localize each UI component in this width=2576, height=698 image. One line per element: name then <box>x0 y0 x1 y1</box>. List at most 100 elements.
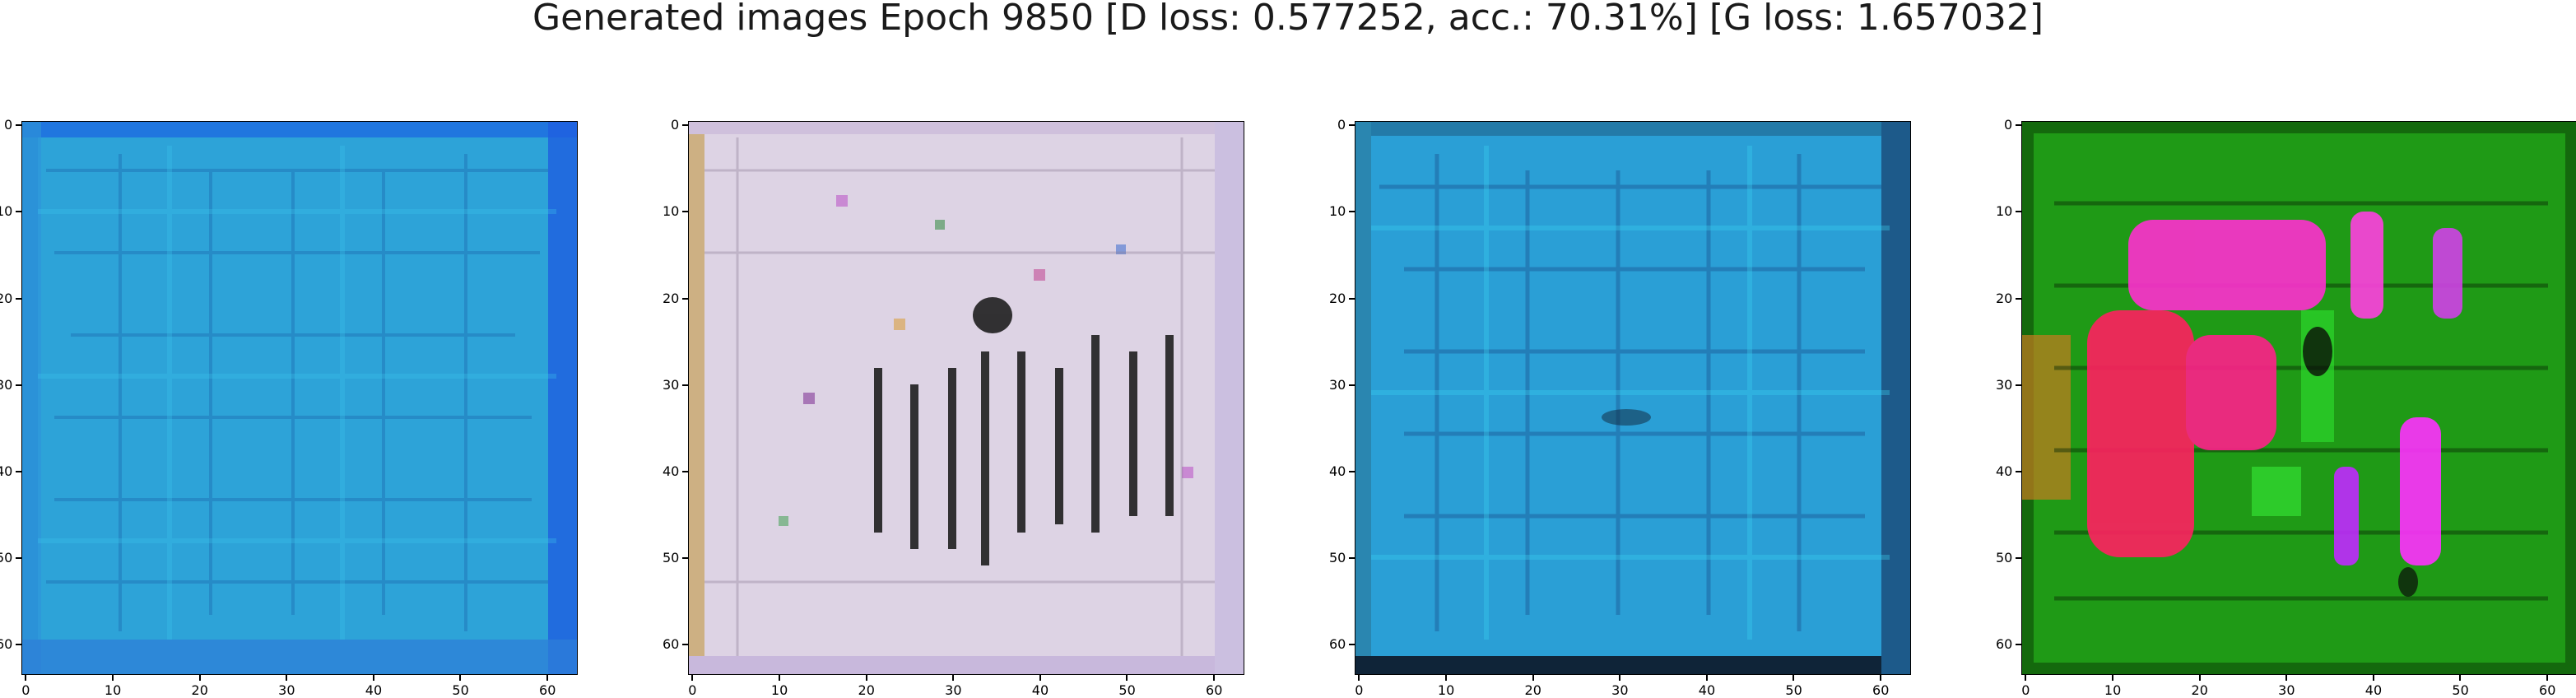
x-tick-label: 30 <box>1611 682 1629 698</box>
x-tick-label: 10 <box>2104 682 2122 698</box>
y-tick-mark <box>1349 124 1355 127</box>
y-tick-mark <box>1349 644 1355 646</box>
y-tick-label: 20 <box>1996 290 2013 306</box>
x-tick-mark <box>1532 675 1534 681</box>
x-tick-mark <box>2111 675 2113 681</box>
y-tick-label: 0 <box>1337 117 1346 133</box>
y-tick-mark <box>2016 384 2021 386</box>
x-tick-label: 0 <box>21 682 30 698</box>
x-tick-label: 60 <box>1206 682 1223 698</box>
y-tick-label: 30 <box>663 376 680 393</box>
x-tick-mark <box>198 675 201 681</box>
image-1-canvas <box>21 121 578 675</box>
y-tick-label: 50 <box>1329 550 1346 566</box>
y-tick-mark <box>2016 124 2021 127</box>
x-tick-mark <box>25 675 27 681</box>
y-tick-mark <box>682 470 688 472</box>
x-tick-mark <box>1039 675 1041 681</box>
x-tick-label: 0 <box>688 682 697 698</box>
y-tick-mark <box>1349 297 1355 300</box>
y-tick-mark <box>682 644 688 646</box>
image-panel-4: 0 10 20 30 40 50 60 0 10 20 30 40 50 60 <box>1996 119 2576 697</box>
y-tick-label: 10 <box>1329 203 1346 220</box>
x-tick-label: 30 <box>2278 682 2295 698</box>
y-tick-mark <box>2016 557 2021 560</box>
x-tick-label: 20 <box>2191 682 2208 698</box>
y-tick-mark <box>16 470 21 472</box>
x-tick-label: 20 <box>858 682 875 698</box>
x-tick-mark <box>111 675 114 681</box>
generated-image-2 <box>688 121 1244 675</box>
x-tick-mark <box>2459 675 2462 681</box>
x-tick-label: 50 <box>452 682 469 698</box>
y-tick-label: 50 <box>1996 550 2013 566</box>
y-tick-label: 10 <box>1996 203 2013 220</box>
y-tick-mark <box>2016 644 2021 646</box>
y-tick-label: 40 <box>1329 463 1346 479</box>
y-tick-label: 60 <box>0 636 13 653</box>
x-tick-mark <box>1880 675 1882 681</box>
figure-suptitle: Generated images Epoch 9850 [D loss: 0.5… <box>532 0 2044 39</box>
x-tick-mark <box>1705 675 1708 681</box>
image-panel-2: 0 10 20 30 40 50 60 0 10 20 30 40 50 60 <box>663 119 1244 697</box>
x-tick-mark <box>1126 675 1128 681</box>
y-tick-mark <box>16 297 21 300</box>
y-tick-mark <box>16 211 21 213</box>
y-tick-label: 10 <box>663 203 680 220</box>
x-tick-label: 20 <box>1524 682 1541 698</box>
x-tick-mark <box>459 675 462 681</box>
y-tick-label: 30 <box>0 376 13 393</box>
x-tick-label: 0 <box>1355 682 1364 698</box>
x-tick-label: 40 <box>1031 682 1049 698</box>
x-tick-mark <box>546 675 549 681</box>
x-tick-mark <box>2025 675 2027 681</box>
x-tick-label: 50 <box>1118 682 1136 698</box>
x-tick-label: 40 <box>1698 682 1716 698</box>
x-tick-mark <box>778 675 780 681</box>
y-tick-mark <box>682 384 688 386</box>
y-tick-label: 50 <box>0 550 13 566</box>
y-tick-label: 20 <box>663 290 680 306</box>
image-1-base <box>21 121 578 675</box>
image-panel-3: 0 10 20 30 40 50 60 0 10 20 30 40 50 60 <box>1329 119 1911 697</box>
x-tick-label: 60 <box>2539 682 2556 698</box>
x-tick-label: 10 <box>104 682 122 698</box>
x-tick-label: 40 <box>2364 682 2383 698</box>
x-tick-label: 30 <box>945 682 962 698</box>
y-tick-mark <box>1349 384 1355 386</box>
y-tick-mark <box>1349 470 1355 472</box>
y-tick-label: 0 <box>4 117 13 133</box>
x-tick-label: 10 <box>1437 682 1455 698</box>
y-tick-mark <box>2016 297 2021 300</box>
y-tick-mark <box>16 644 21 646</box>
x-tick-mark <box>2372 675 2374 681</box>
y-tick-label: 40 <box>1996 463 2013 479</box>
y-tick-mark <box>2016 470 2021 472</box>
x-tick-mark <box>952 675 955 681</box>
x-tick-mark <box>1213 675 1216 681</box>
y-tick-label: 10 <box>0 203 13 220</box>
x-tick-mark <box>1619 675 1621 681</box>
y-tick-mark <box>682 124 688 127</box>
x-tick-label: 20 <box>191 682 208 698</box>
y-tick-label: 60 <box>1996 636 2013 653</box>
image-3-canvas <box>1355 121 1911 675</box>
y-tick-label: 50 <box>663 550 680 566</box>
x-tick-mark <box>1444 675 1447 681</box>
x-tick-label: 60 <box>539 682 556 698</box>
y-tick-label: 0 <box>2004 117 2013 133</box>
y-tick-mark <box>2016 211 2021 213</box>
x-tick-mark <box>286 675 288 681</box>
image-panel-1: 0 10 20 30 40 50 60 0 10 20 30 40 50 60 <box>0 119 578 697</box>
y-tick-label: 20 <box>0 290 13 306</box>
y-tick-label: 20 <box>1329 290 1346 306</box>
x-tick-label: 10 <box>770 682 788 698</box>
x-tick-mark <box>2546 675 2549 681</box>
x-tick-label: 50 <box>1785 682 1802 698</box>
generated-image-4 <box>2021 121 2576 675</box>
y-tick-label: 40 <box>0 463 13 479</box>
x-tick-mark <box>1358 675 1360 681</box>
y-tick-label: 0 <box>671 117 680 133</box>
y-tick-mark <box>16 124 21 127</box>
generated-image-3 <box>1355 121 1911 675</box>
